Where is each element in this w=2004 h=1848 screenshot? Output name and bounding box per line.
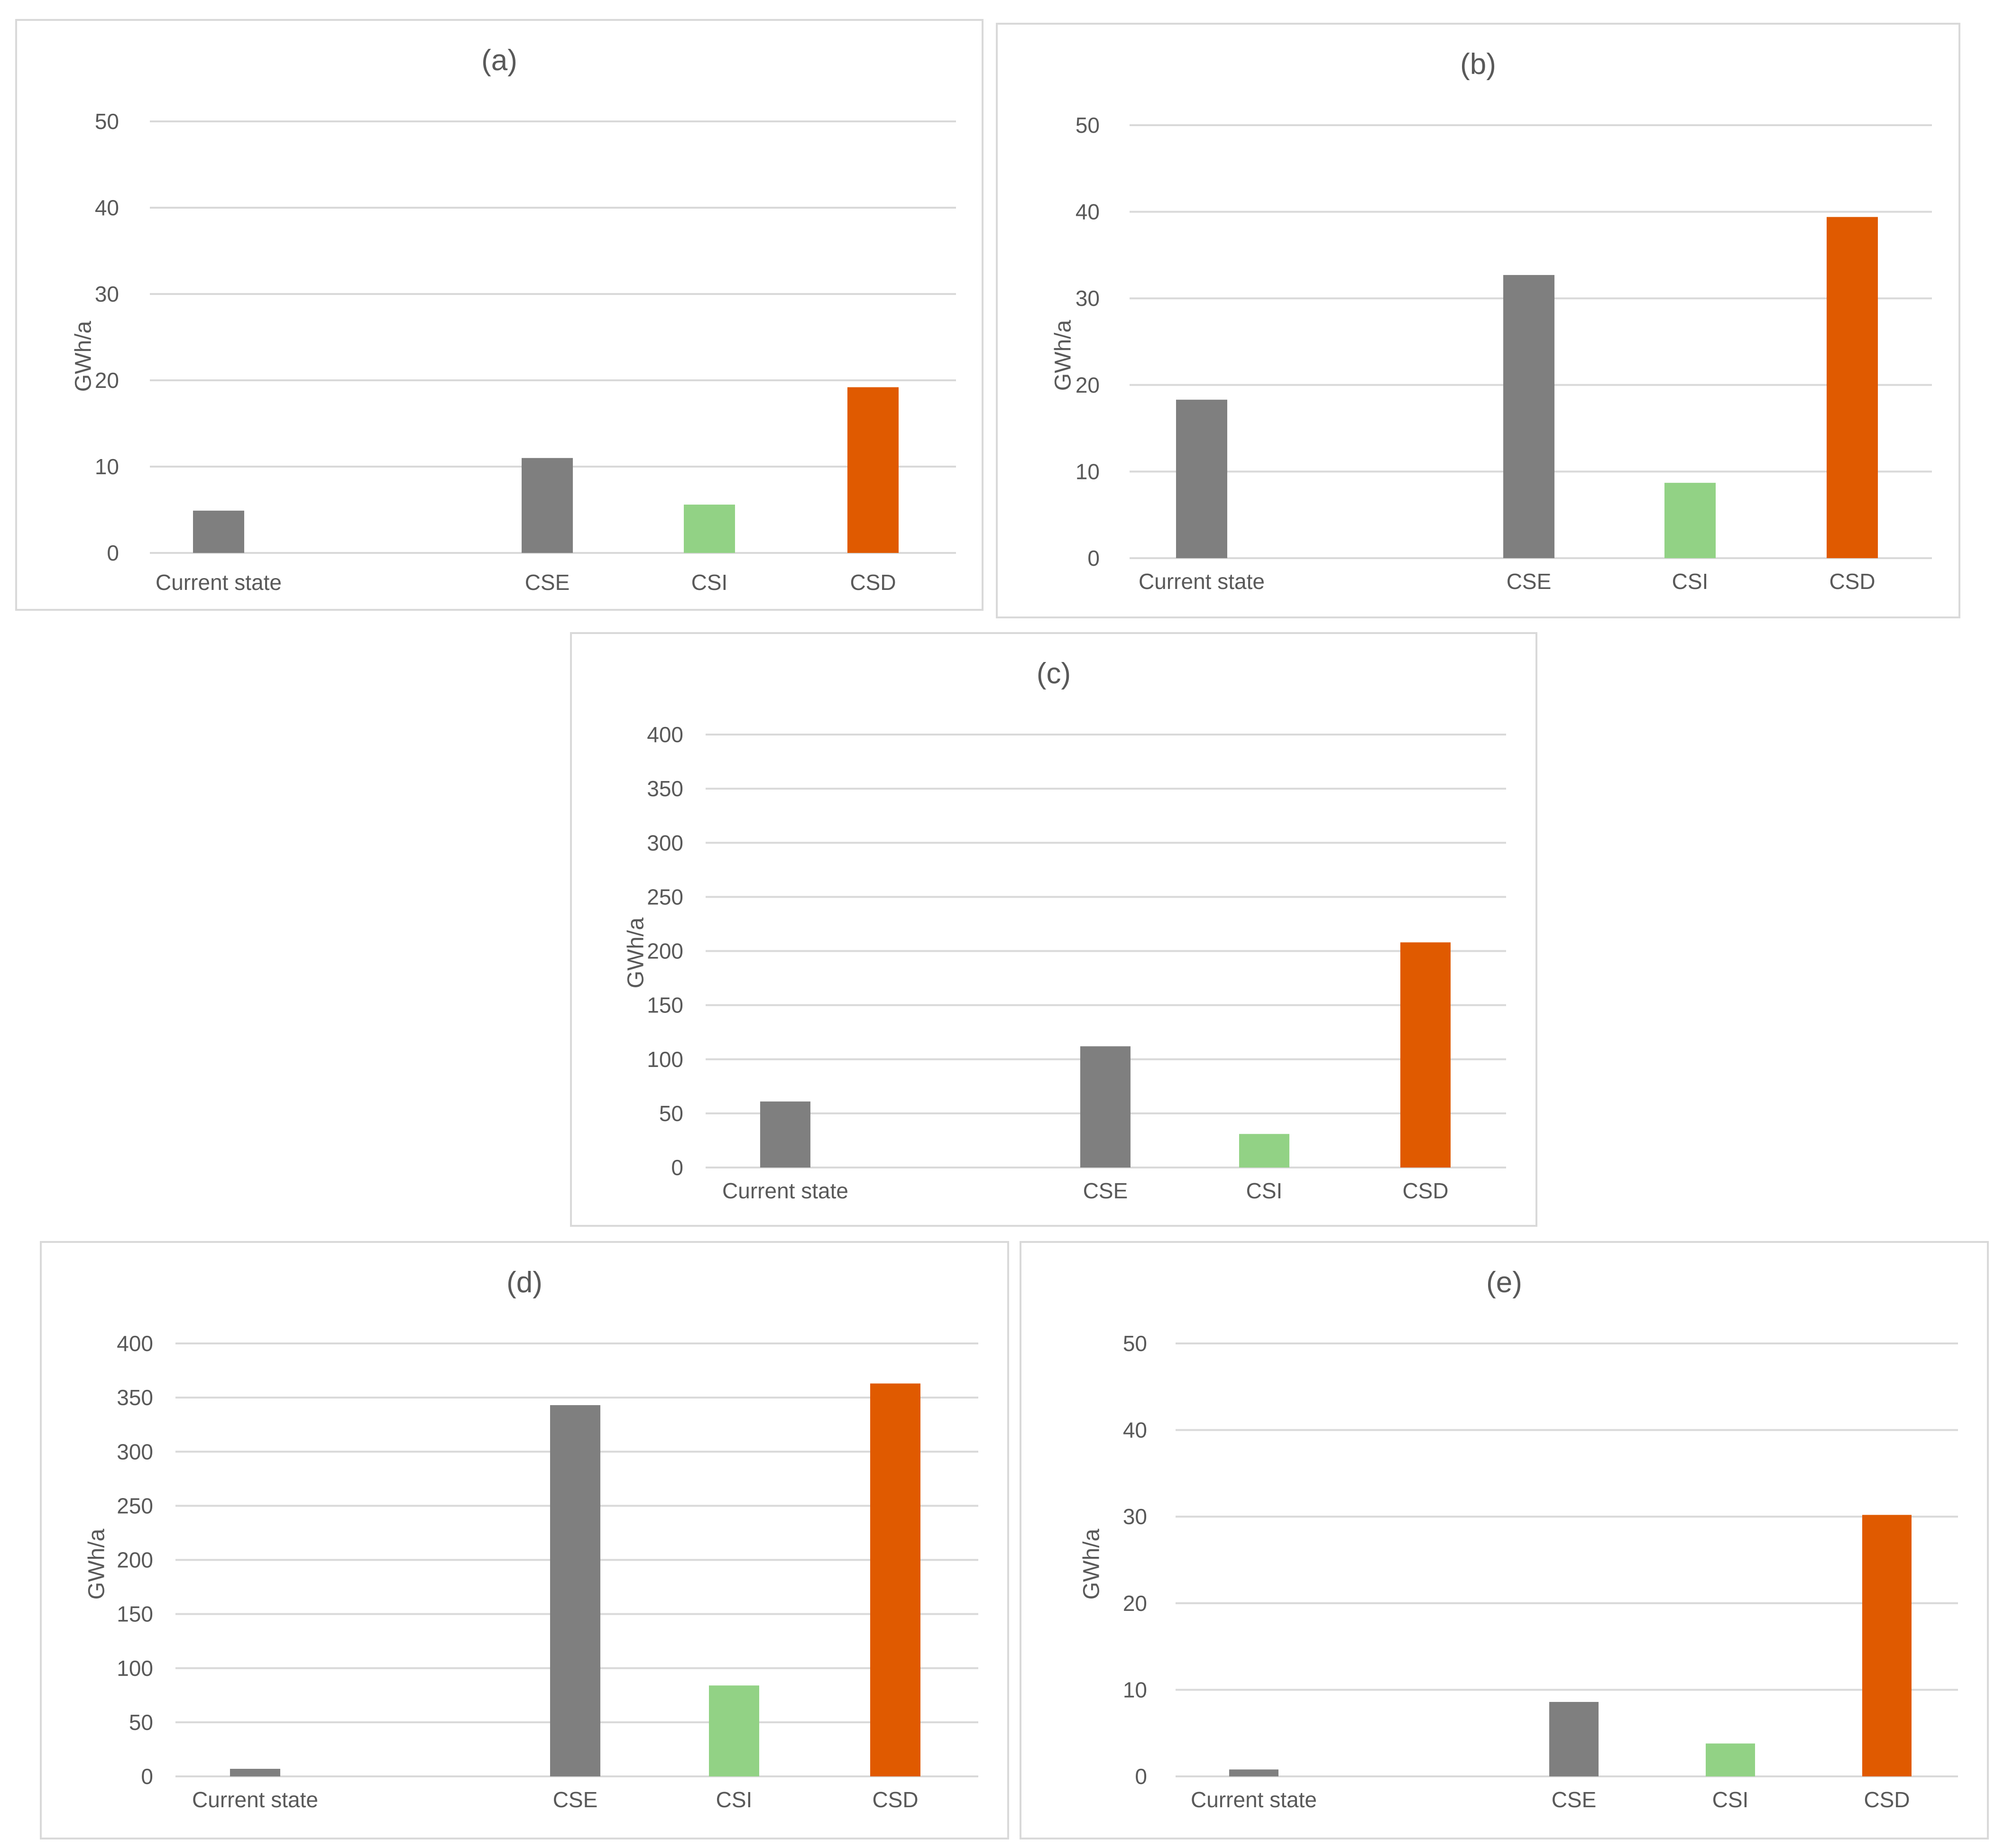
y-tick-label: 30	[1123, 1504, 1147, 1529]
y-tick-label: 250	[117, 1493, 153, 1518]
x-tick-label: CSD	[850, 570, 896, 595]
bar-current-state	[760, 1101, 810, 1168]
y-tick-label: 0	[671, 1155, 683, 1180]
y-tick-label: 100	[117, 1656, 153, 1681]
chart-title: (d)	[506, 1266, 542, 1299]
y-tick-label: 100	[647, 1047, 683, 1072]
x-tick-label: CSI	[716, 1787, 753, 1812]
y-tick-label: 200	[647, 939, 683, 964]
bar-csi	[1239, 1134, 1289, 1168]
y-tick-label: 10	[1076, 459, 1100, 484]
chart-title: (a)	[481, 44, 517, 77]
y-tick-label: 300	[647, 830, 683, 855]
bar-cse	[1503, 275, 1554, 558]
y-tick-label: 10	[95, 454, 119, 479]
y-tick-label: 150	[117, 1602, 153, 1627]
y-tick-label: 150	[647, 993, 683, 1018]
bar-current-state	[1176, 399, 1227, 558]
y-tick-label: 0	[107, 541, 119, 565]
chart-title: (e)	[1486, 1266, 1522, 1299]
bar-csd	[847, 387, 899, 553]
x-tick-label: CSE	[525, 570, 570, 595]
x-tick-label: CSD	[1829, 569, 1875, 594]
x-tick-label: CSD	[1864, 1787, 1910, 1812]
y-tick-label: 50	[659, 1101, 683, 1126]
y-tick-label: 20	[95, 368, 119, 393]
chart-panel-a: (a) GWh/a 0 10 20 30 40 50 Current state CSE CSI…	[15, 19, 984, 611]
y-tick-label: 400	[647, 722, 683, 747]
chart-svg: 0 10 20 30 40 50 Current state CSE CSI CSD	[95, 109, 956, 595]
y-tick-label: 40	[95, 195, 119, 220]
chart-svg: 0 10 20 30 40 50 Current state CSE CSI CSD	[1076, 113, 1932, 594]
bar-cse	[1080, 1046, 1131, 1168]
chart-panel-d: (d) GWh/a 0 50 100 150 200 250 300 350 400 Curren…	[40, 1241, 1009, 1839]
x-tick-label: CSE	[1507, 569, 1552, 594]
x-tick-label: CSE	[1552, 1787, 1597, 1812]
y-tick-label: 30	[95, 282, 119, 306]
x-tick-label: Current state	[1139, 569, 1265, 594]
y-tick-label: 20	[1076, 373, 1100, 397]
x-tick-label: CSI	[1672, 569, 1709, 594]
y-tick-label: 10	[1123, 1677, 1147, 1702]
bar-csd	[1862, 1515, 1912, 1776]
bar-csi	[684, 505, 735, 553]
y-tick-label: 50	[129, 1710, 153, 1735]
bar-csd	[870, 1383, 920, 1776]
bar-cse	[1549, 1701, 1599, 1776]
y-tick-label: 40	[1076, 200, 1100, 224]
x-tick-label: CSE	[553, 1787, 598, 1812]
y-tick-label: 350	[647, 776, 683, 801]
bar-csi	[709, 1685, 759, 1776]
x-tick-label: CSI	[1246, 1178, 1283, 1203]
chart-panel-c: (c) GWh/a 0 50 100 150 200 250 300 350 400 Curren…	[570, 632, 1537, 1227]
bar-cse	[550, 1405, 600, 1776]
x-tick-label: CSD	[1402, 1178, 1448, 1203]
y-tick-label: 200	[117, 1548, 153, 1572]
bar-csd	[1827, 217, 1878, 558]
chart-title: (b)	[1460, 48, 1496, 81]
y-tick-label: 50	[1076, 113, 1100, 138]
y-tick-label: 400	[117, 1331, 153, 1356]
y-tick-label: 50	[95, 109, 119, 134]
chart-svg: 0 50 100 150 200 250 300 350 400 Current state CSE…	[647, 722, 1506, 1203]
bar-csd	[1400, 942, 1451, 1168]
bar-current-state	[1229, 1769, 1278, 1776]
y-tick-label: 0	[1135, 1764, 1147, 1789]
y-tick-label: 50	[1123, 1331, 1147, 1356]
x-tick-label: Current state	[722, 1178, 848, 1203]
y-tick-label: 20	[1123, 1591, 1147, 1616]
bar-current-state	[230, 1769, 280, 1776]
y-tick-label: 350	[117, 1385, 153, 1410]
x-tick-label: Current state	[1191, 1787, 1317, 1812]
y-tick-label: 0	[141, 1764, 153, 1789]
bar-csi	[1664, 483, 1716, 558]
x-tick-label: CSE	[1083, 1178, 1128, 1203]
x-tick-label: CSI	[1712, 1787, 1749, 1812]
chart-panel-b: (b) GWh/a 0 10 20 30 40 50 Current state CSE CSI…	[996, 23, 1960, 618]
bar-current-state	[193, 510, 244, 553]
bar-csi	[1706, 1743, 1755, 1776]
chart-title: (c)	[1036, 657, 1071, 690]
y-tick-label: 250	[647, 884, 683, 909]
x-tick-label: CSD	[872, 1787, 918, 1812]
bar-cse	[522, 458, 573, 553]
x-tick-label: CSI	[691, 570, 728, 595]
x-tick-label: Current state	[156, 570, 282, 595]
y-tick-label: 0	[1087, 546, 1100, 570]
chart-svg: 0 50 100 150 200 250 300 350 400 Current state CSE…	[117, 1331, 978, 1812]
x-tick-label: Current state	[192, 1787, 318, 1812]
y-tick-label: 40	[1123, 1418, 1147, 1443]
chart-panel-e: (e) GWh/a 0 10 20 30 40 50 Current state CSE CSI…	[1020, 1241, 1989, 1839]
y-tick-label: 300	[117, 1439, 153, 1464]
y-tick-label: 30	[1076, 286, 1100, 311]
chart-svg: 0 10 20 30 40 50 Current state CSE CSI CSD	[1123, 1331, 1958, 1812]
